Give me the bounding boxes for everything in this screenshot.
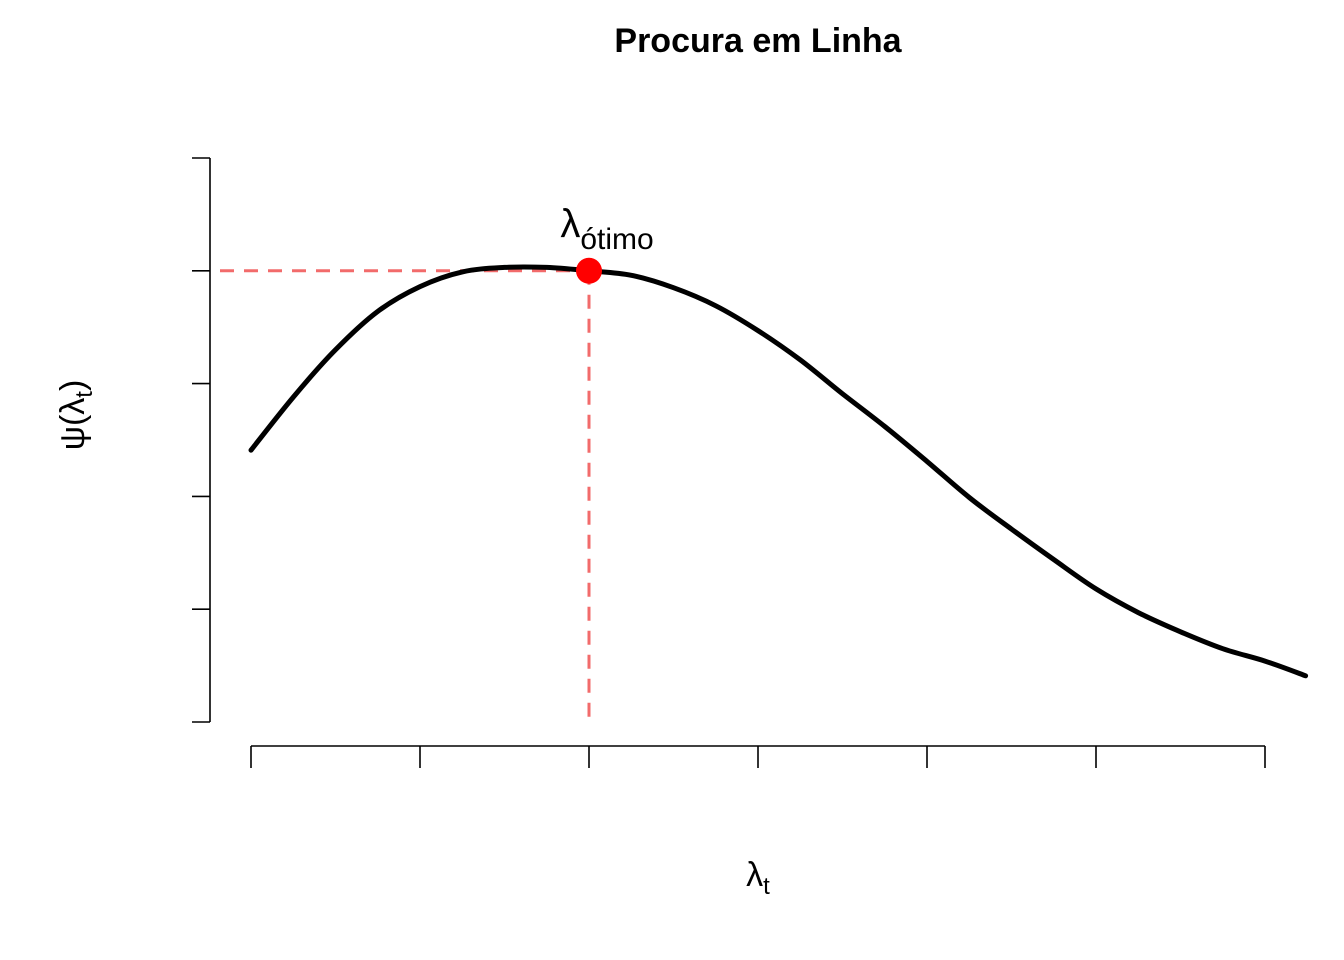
optimum-label: λótimo [560,202,653,256]
optimum-label-base: λ [560,202,580,246]
x-ticks [250,746,1266,768]
y-axis-label-subscript: t [71,391,98,398]
x-axis [250,745,1266,768]
psi-curve [248,264,1309,679]
chart-title: Procura em Linha [614,22,902,60]
optimum-label-subscript: ótimo [580,223,653,256]
y-axis-label-close: ) [54,380,92,391]
x-axis-label: λt [746,856,770,900]
optimum-guides [220,269,591,722]
y-axis-label-base: ψ(λ [54,398,92,451]
y-axis [192,157,211,723]
x-axis-label-subscript: t [763,873,770,900]
x-axis-label-base: λ [746,856,763,894]
optimum-point [576,257,602,284]
y-ticks [192,157,210,723]
y-axis-label: ψ(λt) [54,380,98,451]
